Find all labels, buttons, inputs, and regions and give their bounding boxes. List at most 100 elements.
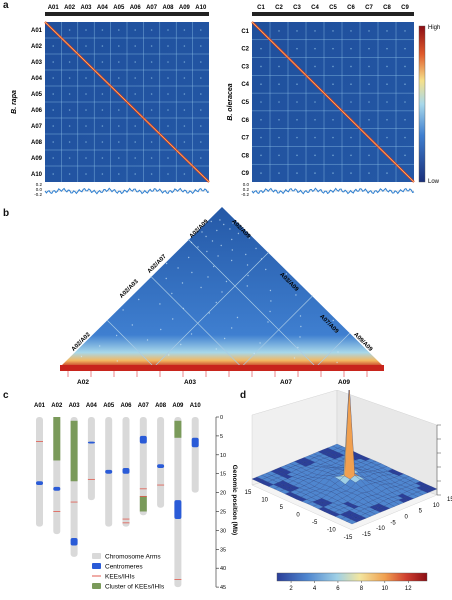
centromere bbox=[191, 437, 199, 448]
axis-tick-label: 0 bbox=[220, 415, 223, 421]
panel-label-d: d bbox=[240, 390, 247, 401]
rapa-top-label: A04 bbox=[97, 5, 109, 11]
y-tick-label: -5 bbox=[390, 520, 396, 526]
centromere bbox=[174, 500, 182, 520]
oleracea-track-ticks: 0.00.2-0.2 bbox=[241, 182, 249, 197]
axis-tick-label: 5 bbox=[220, 434, 223, 440]
chrom-label: A06 bbox=[120, 403, 132, 409]
panel-label-c: c bbox=[3, 390, 9, 401]
rapa-species-label: B. rapa bbox=[11, 90, 18, 114]
colorbar-tick-label: 12 bbox=[405, 586, 412, 592]
oleracea-top-label: C9 bbox=[401, 5, 409, 11]
triangle-bottom-band bbox=[60, 365, 384, 371]
oleracea-top-label: C7 bbox=[365, 5, 373, 11]
chrom-label: A07 bbox=[138, 403, 150, 409]
axis-tick-label: 15 bbox=[220, 472, 226, 478]
oleracea-top-labels: C1 C2 C3 C4 C5 C6 C7 C8 C9 bbox=[257, 5, 409, 11]
x-tick-label: -5 bbox=[312, 520, 318, 526]
oleracea-top-label: C2 bbox=[275, 5, 283, 11]
centromere bbox=[139, 435, 147, 444]
axis-tick-label: 40 bbox=[220, 566, 226, 572]
y-tick-label: 0 bbox=[405, 515, 409, 521]
oleracea-top-label: C6 bbox=[347, 5, 355, 11]
y-tick-label: -15 bbox=[362, 532, 371, 538]
colorbar-tick-label: 4 bbox=[313, 586, 317, 592]
centromere bbox=[105, 469, 113, 474]
chromosome-arm bbox=[191, 417, 199, 493]
y-tick-label: -10 bbox=[376, 526, 385, 532]
oleracea-side-label: C7 bbox=[241, 136, 249, 142]
centromere bbox=[157, 464, 165, 469]
rapa-side-label: A10 bbox=[31, 172, 43, 178]
oleracea-top-label: C3 bbox=[293, 5, 301, 11]
panel-label-b: b bbox=[3, 208, 10, 219]
rapa-side-label: A03 bbox=[31, 60, 43, 66]
bottom-chrom-label: A03 bbox=[184, 379, 196, 386]
rapa-track-tick: -0.2 bbox=[34, 192, 42, 197]
chrom-label: A03 bbox=[69, 403, 81, 409]
rapa-top-label: A02 bbox=[64, 5, 76, 11]
contact-surface bbox=[251, 390, 438, 525]
oleracea-side-label: C2 bbox=[241, 47, 249, 53]
rapa-track-ticks: 0.20.0-0.2 bbox=[34, 182, 42, 197]
kee-cluster bbox=[174, 420, 182, 438]
panel-d-colorbar bbox=[276, 572, 428, 582]
rapa-side-label: A08 bbox=[31, 140, 43, 146]
axis-tick-label: 20 bbox=[220, 491, 226, 497]
colorbar-low-label: Low bbox=[428, 179, 440, 185]
centromere bbox=[53, 486, 61, 491]
legend-swatch bbox=[92, 583, 101, 589]
chrom-label: A10 bbox=[190, 403, 202, 409]
panel-a-figure: A01 A02 A03 A04 A05 A06 A07 A08 A09 A10 A01 A02 A03… bbox=[11, 5, 440, 197]
rapa-top-label: A10 bbox=[195, 5, 207, 11]
chrom-label: A05 bbox=[103, 403, 115, 409]
y-tick-label: 15 bbox=[447, 497, 452, 503]
chrom-label: A01 bbox=[34, 403, 46, 409]
oleracea-side-label: C3 bbox=[241, 64, 249, 70]
triangle-block-lines bbox=[67, 219, 368, 377]
rapa-side-labels: A01 A02 A03 A04 A05 A06 A07 A08 A09 A10 bbox=[31, 28, 43, 178]
rapa-top-bar bbox=[45, 12, 209, 16]
oleracea-side-label: C5 bbox=[241, 100, 249, 106]
bottom-chrom-label: A09 bbox=[338, 379, 350, 386]
genomic-position-axis-label: Genomic position (Mb) bbox=[231, 465, 238, 535]
oleracea-compartment-track bbox=[251, 187, 415, 195]
colorbar-tick-label: 2 bbox=[289, 586, 293, 592]
panel-d-figure: -15 -10 -5 0 5 10 15 -15 -10 -5 0 5 10 15 2 4 6 8 10 12 bbox=[245, 390, 452, 592]
rapa-top-label: A05 bbox=[113, 5, 125, 11]
panel-a-colorbar bbox=[418, 25, 426, 183]
axis-tick-label: 10 bbox=[220, 453, 226, 459]
kee-cluster bbox=[139, 496, 147, 512]
rapa-side-label: A09 bbox=[31, 156, 43, 162]
colorbar-tick-label: 6 bbox=[336, 586, 340, 592]
colorbar-tick-label: 8 bbox=[360, 586, 364, 592]
y-tick-label: 5 bbox=[419, 509, 423, 515]
rapa-side-label: A02 bbox=[31, 44, 43, 50]
rapa-side-label: A06 bbox=[31, 108, 43, 114]
rapa-side-label: A01 bbox=[31, 28, 43, 34]
oleracea-top-label: C1 bbox=[257, 5, 265, 11]
chromosome-arm bbox=[36, 417, 43, 527]
oleracea-top-label: C5 bbox=[329, 5, 337, 11]
oleracea-top-label: C8 bbox=[383, 5, 391, 11]
bottom-chrom-label: A07 bbox=[280, 379, 292, 386]
x-tick-label: 0 bbox=[296, 513, 300, 519]
rapa-side-label: A07 bbox=[31, 124, 43, 130]
rapa-side-label: A04 bbox=[31, 76, 43, 82]
centromere bbox=[87, 441, 95, 444]
chrom-label: A04 bbox=[86, 403, 98, 409]
rapa-compartment-track bbox=[44, 187, 210, 195]
panel-label-a: a bbox=[3, 0, 9, 11]
kee-cluster bbox=[53, 417, 61, 461]
colorbar-high-label: High bbox=[428, 25, 440, 31]
legend-swatch bbox=[92, 563, 101, 569]
legend-label: Chromosome Arms bbox=[105, 554, 161, 561]
oleracea-track-tick: 0.0 bbox=[243, 182, 250, 187]
axis-tick-label: 30 bbox=[220, 528, 226, 534]
legend-swatch bbox=[92, 553, 101, 559]
oleracea-side-label: C8 bbox=[241, 153, 249, 159]
bottom-chrom-labels: A02 A03 A07 A09 bbox=[77, 379, 350, 386]
oleracea-species-label: B. oleracea bbox=[227, 83, 234, 120]
x-tick-label: 15 bbox=[245, 490, 252, 496]
